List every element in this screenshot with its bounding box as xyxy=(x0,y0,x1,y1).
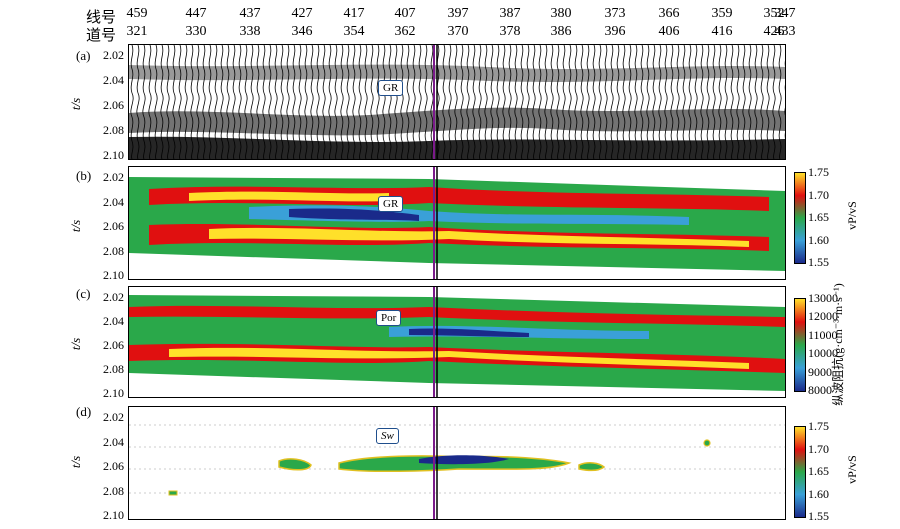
colorbar-tick-label: 9000 xyxy=(808,364,832,379)
colorbar-d-title: vP/vS xyxy=(844,455,859,484)
impedance-section-panel xyxy=(128,286,786,398)
saturation-section-panel xyxy=(128,406,786,520)
colorbar-tick-label: 1.75 xyxy=(808,419,829,433)
time-tick-label: 2.04 xyxy=(103,434,124,449)
line-number: 352 xyxy=(763,6,785,21)
colorbar-b xyxy=(794,172,806,264)
line-number-label: 线号 xyxy=(86,10,117,26)
colorbar-tick-label: 12000 xyxy=(808,309,838,324)
trace-number: 378 xyxy=(499,24,521,39)
line-number: 359 xyxy=(711,6,733,21)
seismic-panel xyxy=(128,44,786,160)
colorbar-tick-label: 1.75 xyxy=(808,165,829,179)
time-tick-label: 2.10 xyxy=(103,268,124,282)
time-tick-label: 2.04 xyxy=(103,314,124,328)
vpvs-section-panel xyxy=(128,166,786,280)
panel-d-axis-title: t/s xyxy=(68,455,84,469)
time-tick-label: 2.04 xyxy=(103,194,124,209)
time-tick-label: 2.08 xyxy=(103,243,124,258)
line-number: 447 xyxy=(185,6,207,21)
colorbar-tick-label: 1.65 xyxy=(808,210,829,224)
colorbar-tick-label: 11000 xyxy=(808,327,838,342)
colorbar-tick-label: 13000 xyxy=(808,291,838,305)
colorbar-tick-label: 8000 xyxy=(808,383,832,397)
trace-number: 396 xyxy=(604,24,626,39)
panel-a-axis-title: t/s xyxy=(68,97,84,111)
time-tick-label: 2.06 xyxy=(103,98,124,112)
time-tick-label: 2.10 xyxy=(103,508,124,522)
colorbar-c-title: 纵波阻抗(g·cm⁻³·m·s⁻¹) xyxy=(830,283,845,406)
colorbar-d xyxy=(794,426,806,518)
line-number: 347 xyxy=(774,6,796,21)
impedance-section xyxy=(129,287,785,397)
time-tick-label: 2.02 xyxy=(103,48,124,62)
sw-callout: Sw xyxy=(376,428,399,444)
line-number: 437 xyxy=(239,6,261,21)
trace-number: 386 xyxy=(550,24,572,39)
seismic-wiggle-plot xyxy=(129,45,785,159)
line-number: 366 xyxy=(658,6,680,21)
trace-number: 370 xyxy=(447,24,469,39)
line-number: 387 xyxy=(499,6,521,21)
line-number: 397 xyxy=(447,6,469,21)
time-tick-label: 2.10 xyxy=(103,386,124,400)
time-tick-label: 2.10 xyxy=(103,148,124,162)
time-tick-label: 2.06 xyxy=(103,338,124,352)
panel-a-label: (a) xyxy=(76,48,91,63)
time-tick-label: 2.04 xyxy=(103,73,124,87)
time-tick-label: 2.08 xyxy=(103,123,124,137)
trace-number: 416 xyxy=(711,24,733,39)
time-tick-label: 2.02 xyxy=(103,290,124,304)
colorbar-tick-label: 1.70 xyxy=(808,441,829,456)
trace-number: 338 xyxy=(239,24,261,39)
saturation-section xyxy=(129,407,785,519)
trace-number: 330 xyxy=(185,24,207,39)
time-tick-label: 2.02 xyxy=(103,170,124,184)
trace-number: 354 xyxy=(343,24,365,39)
panel-b-label: (b) xyxy=(76,168,92,183)
time-tick-label: 2.06 xyxy=(103,219,124,233)
trace-number: 433 xyxy=(774,24,796,39)
colorbar-tick-label: 1.55 xyxy=(808,255,829,269)
colorbar-c xyxy=(794,298,806,392)
line-number: 417 xyxy=(343,6,365,21)
time-tick-label: 2.02 xyxy=(103,410,124,424)
gr-callout-a: GR xyxy=(378,80,404,96)
line-number: 459 xyxy=(126,6,148,21)
colorbar-tick-label: 10000 xyxy=(808,346,838,361)
line-number: 373 xyxy=(604,6,626,21)
por-callout: Por xyxy=(376,310,402,326)
panel-c-label: (c) xyxy=(76,286,91,301)
colorbar-tick-label: 1.60 xyxy=(808,486,829,501)
panel-d-label: (d) xyxy=(76,404,92,419)
panel-b-axis-title: t/s xyxy=(68,219,84,233)
line-number: 380 xyxy=(550,6,572,21)
time-tick-label: 2.06 xyxy=(103,459,124,473)
colorbar-tick-label: 1.60 xyxy=(808,232,829,247)
line-number: 407 xyxy=(394,6,416,21)
panel-c-axis-title: t/s xyxy=(68,337,84,351)
trace-number: 406 xyxy=(658,24,680,39)
time-tick-label: 2.08 xyxy=(103,362,124,376)
trace-number: 321 xyxy=(126,24,148,39)
trace-number: 362 xyxy=(394,24,416,39)
time-tick-label: 2.08 xyxy=(103,483,124,498)
line-number: 427 xyxy=(291,6,313,21)
gr-callout-b: GR xyxy=(378,196,404,212)
colorbar-tick-label: 1.70 xyxy=(808,187,829,202)
trace-number: 426 xyxy=(763,24,785,39)
colorbar-tick-label: 1.65 xyxy=(808,464,829,478)
colorbar-tick-label: 1.55 xyxy=(808,509,829,523)
colorbar-b-title: vP/vS xyxy=(844,201,859,230)
vpvs-section xyxy=(129,167,785,279)
trace-number: 346 xyxy=(291,24,313,39)
trace-number-label: 道号 xyxy=(86,28,117,44)
